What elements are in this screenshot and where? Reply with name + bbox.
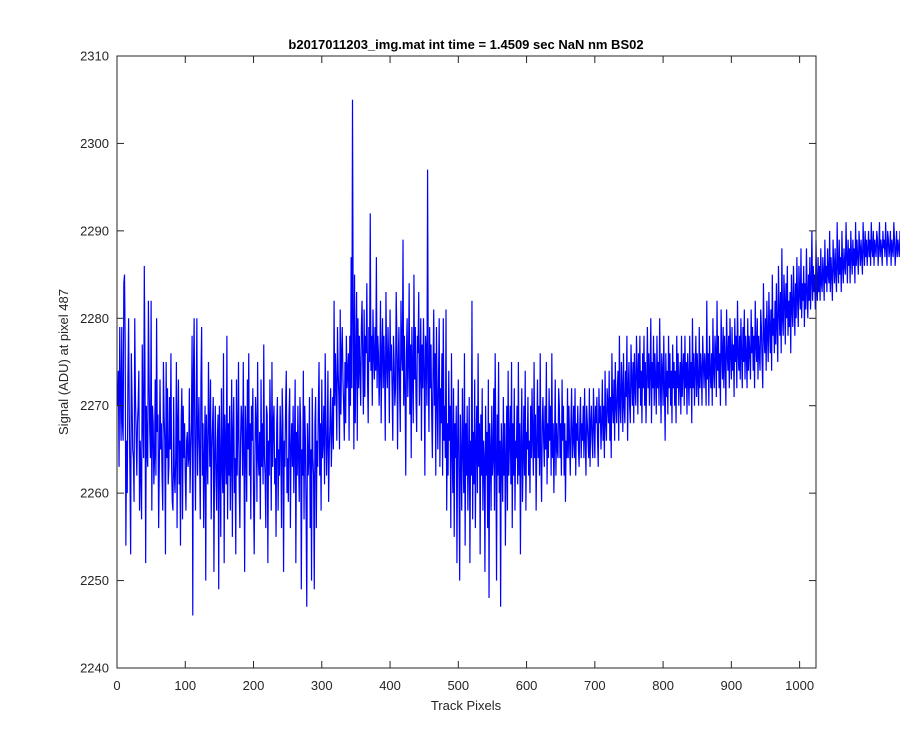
- x-tick-label-0: 0: [113, 678, 120, 693]
- x-tick-label-9: 900: [721, 678, 743, 693]
- y-tick-label-6: 2300: [80, 136, 109, 151]
- y-tick-label-5: 2290: [80, 223, 109, 238]
- x-tick-label-4: 400: [379, 678, 401, 693]
- y-tick-label-1: 2250: [80, 573, 109, 588]
- y-tick-label-2: 2260: [80, 486, 109, 501]
- series-layer: [117, 99, 900, 616]
- x-tick-label-8: 800: [652, 678, 674, 693]
- x-tick-label-1: 100: [174, 678, 196, 693]
- y-tick-label-7: 2310: [80, 49, 109, 64]
- x-axis-label: Track Pixels: [431, 698, 502, 713]
- x-tick-label-3: 300: [311, 678, 333, 693]
- x-axis-ticks: 0 100 200 300 400 500 600 700 800 900 1000: [113, 56, 814, 693]
- y-axis-label: Signal (ADU) at pixel 487: [56, 289, 71, 435]
- y-tick-label-0: 2240: [80, 661, 109, 676]
- axes-box: [116, 55, 817, 669]
- chart-title: b2017011203_img.mat int time = 1.4509 se…: [288, 37, 643, 52]
- series-line-0: [117, 99, 900, 616]
- y-tick-label-4: 2280: [80, 311, 109, 326]
- x-tick-label-5: 500: [447, 678, 469, 693]
- x-tick-label-10: 1000: [785, 678, 814, 693]
- x-tick-label-7: 700: [584, 678, 606, 693]
- plot-area: 0 100 200 300 400 500 600 700 800 900 1000 2240 225…: [80, 49, 900, 693]
- x-tick-label-2: 200: [243, 678, 265, 693]
- y-tick-label-3: 2270: [80, 398, 109, 413]
- y-axis-ticks: 2240 2250 2260 2270 2280 2290 2300 2310: [80, 49, 816, 676]
- x-tick-label-6: 600: [516, 678, 538, 693]
